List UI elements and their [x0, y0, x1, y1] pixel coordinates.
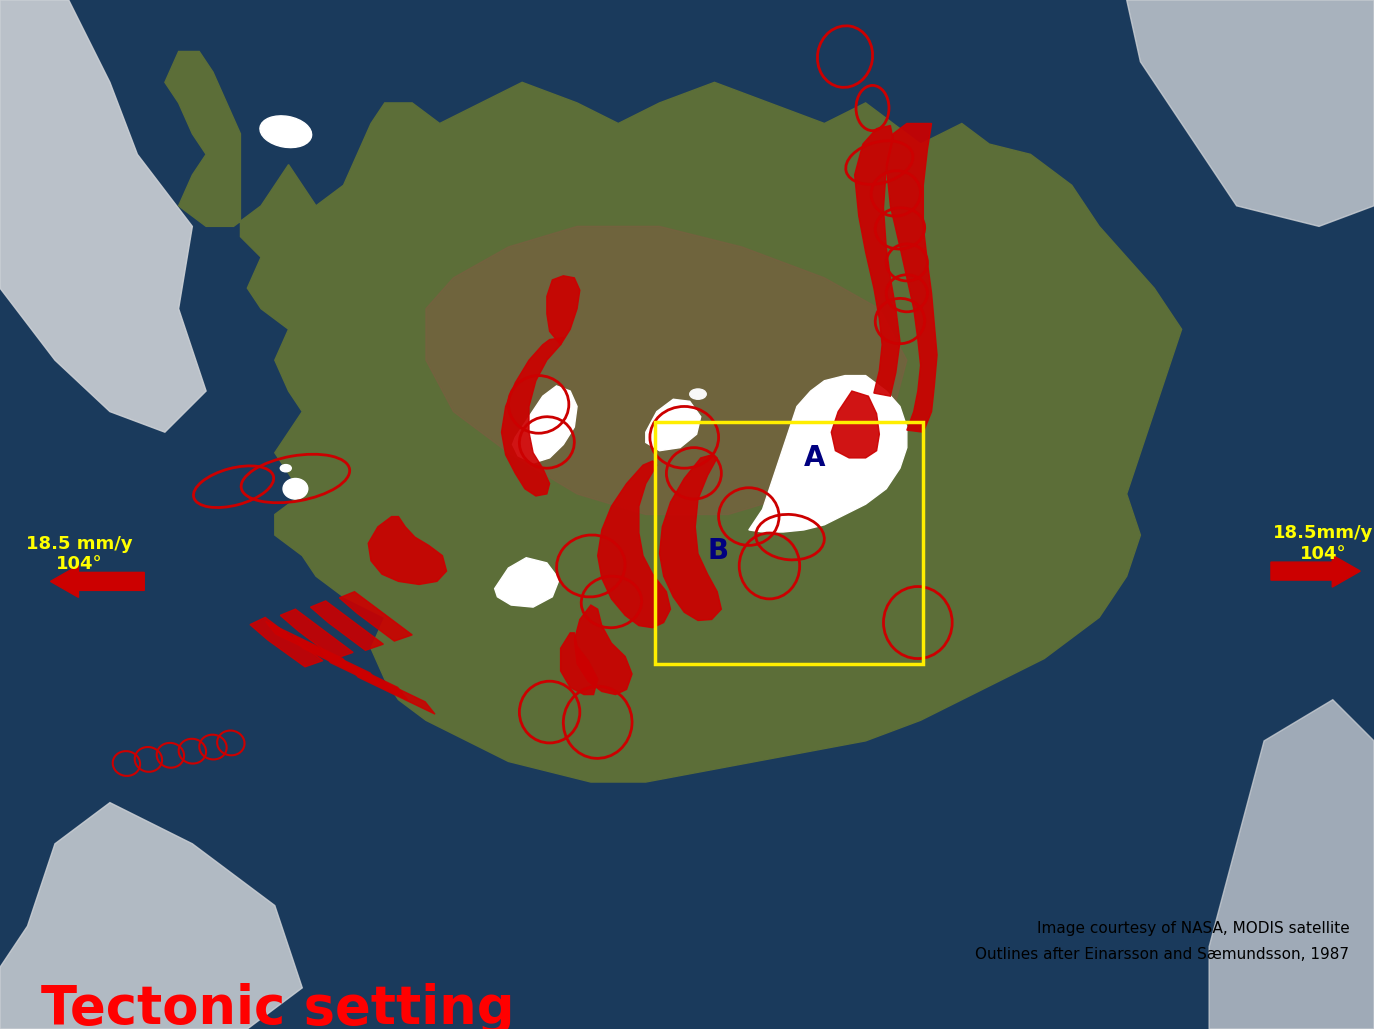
- Ellipse shape: [690, 389, 706, 399]
- Text: A: A: [804, 443, 826, 472]
- Polygon shape: [513, 386, 577, 463]
- Polygon shape: [574, 605, 632, 695]
- Polygon shape: [0, 0, 206, 432]
- Polygon shape: [265, 622, 353, 671]
- Polygon shape: [0, 803, 302, 1029]
- Polygon shape: [886, 123, 937, 432]
- FancyArrow shape: [1271, 555, 1360, 588]
- Text: 18.5mm/y
104°: 18.5mm/y 104°: [1272, 525, 1374, 563]
- Polygon shape: [646, 399, 701, 451]
- Polygon shape: [749, 376, 907, 532]
- Text: 18.5 mm/y
104°: 18.5 mm/y 104°: [26, 535, 133, 573]
- Polygon shape: [598, 461, 671, 628]
- Ellipse shape: [260, 116, 312, 147]
- Polygon shape: [339, 592, 412, 641]
- Polygon shape: [561, 633, 598, 695]
- Polygon shape: [311, 601, 383, 650]
- Polygon shape: [1127, 0, 1374, 226]
- Polygon shape: [280, 609, 353, 659]
- Text: Image courtesy of NASA, MODIS satellite: Image courtesy of NASA, MODIS satellite: [1036, 921, 1349, 936]
- Text: Outlines after Einarsson and Sæmundsson, 1987: Outlines after Einarsson and Sæmundsson,…: [976, 947, 1349, 962]
- Polygon shape: [547, 276, 580, 345]
- Polygon shape: [348, 665, 436, 714]
- Polygon shape: [495, 558, 559, 607]
- Ellipse shape: [280, 465, 291, 471]
- Polygon shape: [250, 617, 323, 667]
- Ellipse shape: [283, 478, 308, 499]
- Polygon shape: [1209, 700, 1374, 1029]
- Bar: [655, 422, 923, 664]
- FancyArrow shape: [51, 565, 144, 598]
- Text: B: B: [708, 536, 728, 565]
- Polygon shape: [855, 126, 900, 396]
- Polygon shape: [368, 517, 447, 584]
- Polygon shape: [165, 51, 1182, 782]
- Polygon shape: [426, 226, 907, 514]
- Text: Tectonic setting: Tectonic setting: [41, 983, 515, 1029]
- Polygon shape: [293, 636, 381, 685]
- Polygon shape: [660, 455, 721, 620]
- Polygon shape: [320, 650, 408, 700]
- Polygon shape: [502, 338, 563, 496]
- Polygon shape: [831, 391, 879, 458]
